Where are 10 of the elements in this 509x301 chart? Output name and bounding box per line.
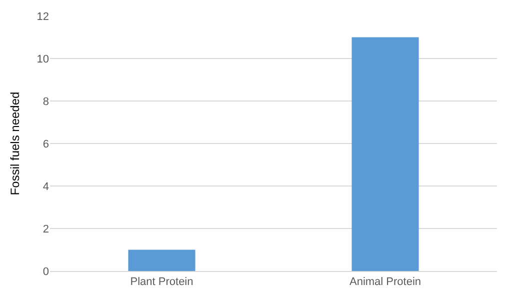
y-tick-label: 6 — [42, 138, 49, 150]
x-tick-label: Plant Protein — [130, 276, 194, 288]
y-tick-label: 10 — [36, 53, 49, 66]
x-tick-label: Animal Protein — [349, 276, 422, 288]
y-tick-label: 4 — [42, 180, 49, 193]
y-tick-label: 2 — [42, 223, 49, 236]
y-tick-label: 0 — [42, 266, 49, 278]
y-tick-label: 12 — [36, 10, 49, 23]
y-tick-label: 8 — [42, 96, 49, 108]
y-axis-title: Fossil fuels needed — [8, 92, 22, 196]
